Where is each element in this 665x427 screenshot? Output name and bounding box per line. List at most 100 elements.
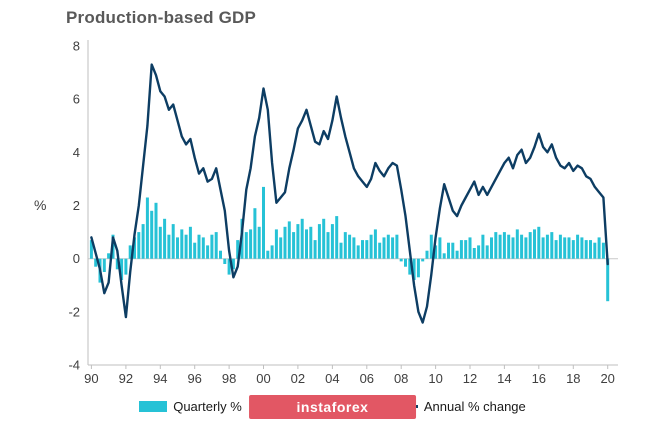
chart-legend: Quarterly % Annual % change [0,399,665,414]
quarterly-bar [167,234,171,259]
x-tick-label: 16 [532,371,546,386]
quarterly-bar [236,240,240,259]
quarterly-bar [567,237,571,259]
quarterly-bar [223,258,227,264]
quarterly-bar [219,250,222,259]
quarterly-bar [477,245,481,259]
quarterly-bar [576,234,580,259]
quarterly-bar [262,186,265,259]
quarterly-bar [524,237,528,259]
quarterly-bar [356,245,360,259]
quarterly-bar [343,232,347,259]
quarterly-bar [528,232,532,259]
quarterly-bar [455,250,459,259]
quarterly-bar [425,250,429,259]
quarterly-bar [133,237,136,259]
instaforex-watermark: instaforex [248,395,417,419]
y-tick-label: 0 [73,251,80,266]
quarterly-bar [378,242,382,259]
x-tick-label: 06 [360,371,374,386]
quarterly-bar [184,234,188,259]
quarterly-bar [171,224,175,259]
quarterly-bar [257,226,261,259]
quarterly-bar [494,232,498,259]
quarterly-bar [201,237,205,259]
quarterly-bar [102,258,106,272]
legend-label-annual: Annual % change [423,399,526,414]
quarterly-bar [300,218,304,259]
quarterly-bar [485,245,489,259]
quarterly-bar [180,229,184,259]
quarterly-bar [270,245,274,259]
quarterly-bar [313,240,317,259]
quarterly-bar [150,210,154,259]
quarterly-bar [451,242,455,259]
y-tick-label: -2 [68,304,80,319]
quarterly-bar [399,258,403,262]
quarterly-bar [163,218,167,259]
quarterly-bar [365,240,369,259]
quarterly-bar [317,224,321,259]
quarterly-bar [459,240,463,259]
x-tick-label: 94 [153,371,167,386]
quarterly-bar [176,237,179,259]
quarterly-bar [244,232,248,259]
annual-change-line [90,63,609,324]
quarterly-bar [89,240,93,259]
x-tick-label: 02 [291,371,305,386]
quarterly-bar [137,232,141,259]
quarterly-bar [348,234,352,259]
x-tick-label: 10 [428,371,442,386]
quarterly-bar [283,226,287,259]
quarterly-bar [520,234,524,259]
quarterly-bar [141,224,145,259]
quarterly-bar [154,202,158,259]
quarterly-bar [382,237,386,259]
quarterly-bar [481,234,485,259]
quarterly-bar [326,232,330,259]
quarterly-bar [502,232,506,259]
y-axis-unit-label: % [34,197,47,213]
x-tick-label: 04 [325,371,339,386]
quarterly-bar [305,229,308,259]
legend-item-quarterly: Quarterly % [139,399,242,414]
quarterly-bar [214,232,218,259]
quarterly-bar [253,208,257,259]
quarterly-bar [584,240,588,259]
quarterly-bar [408,258,412,275]
quarterly-bar [537,226,541,259]
quarterly-bar [115,258,119,270]
quarterly-bar [120,258,124,280]
quarterly-bar [107,253,111,259]
quarterly-bar [124,258,128,275]
quarterly-bar [335,216,339,259]
quarterly-bar [533,229,536,259]
quarterly-bar [274,229,278,259]
quarterly-bar [468,237,472,259]
quarterly-bar [511,237,515,259]
x-tick-label: 96 [187,371,201,386]
quarterly-bar [227,258,231,275]
x-tick-label: 90 [84,371,98,386]
quarterly-bar [563,237,567,259]
quarterly-bar [339,242,343,259]
quarterly-bar [287,221,291,259]
quarterly-bar [498,234,502,259]
x-tick-label: 98 [222,371,236,386]
quarterly-bar [266,250,270,259]
y-tick-label: 2 [73,198,80,213]
quarterly-bar [145,197,149,259]
quarterly-bar [421,258,425,262]
quarterly-bar [447,242,450,259]
x-tick-label: 08 [394,371,408,386]
x-tick-label: 12 [463,371,477,386]
quarterly-bars-series [89,186,610,302]
quarterly-bar [580,237,584,259]
quarterly-bar [442,253,446,259]
quarterly-bar [550,232,554,259]
quarterly-bar [249,229,253,259]
x-tick-label: 92 [119,371,133,386]
quarterly-bar [597,237,601,259]
